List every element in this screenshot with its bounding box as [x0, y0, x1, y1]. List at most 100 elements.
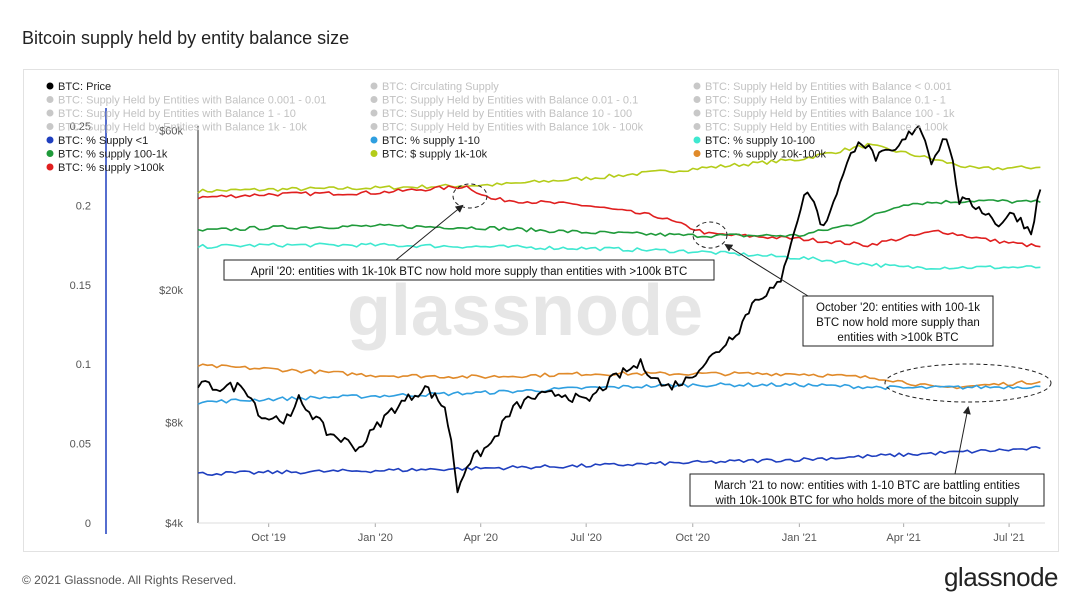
legend-item[interactable]: BTC: Circulating Supply	[370, 81, 500, 93]
legend-item[interactable]: BTC: % supply 10-100	[693, 135, 816, 147]
arrow-mar21	[954, 406, 971, 475]
legend-item[interactable]: BTC: % supply 100-1k	[46, 149, 168, 161]
legend-dot	[693, 96, 701, 103]
watermark-text: glassnode	[347, 271, 703, 351]
y-left-tick-label: 0.05	[70, 439, 91, 451]
arrow-apr20	[395, 204, 464, 261]
y-price-tick-label: $20k	[159, 285, 183, 297]
y-left-tick-label: 0.25	[70, 121, 91, 133]
highlight-circle-oct20	[692, 221, 728, 249]
legend-label: BTC: Supply Held by Entities with Balanc…	[58, 122, 307, 134]
legend-label: BTC: Supply Held by Entities with Balanc…	[58, 95, 326, 107]
legend-item[interactable]: BTC: % supply 1-10	[370, 135, 480, 147]
annotation-apr20-box	[223, 259, 715, 281]
legend-item[interactable]: BTC: $ supply 1k-10k	[370, 149, 488, 161]
legend-dot	[693, 123, 701, 130]
legend-item[interactable]: BTC: Price	[46, 81, 112, 93]
legend-label: BTC: Price	[58, 81, 111, 93]
series-line-btc-supply-100k	[197, 185, 1041, 248]
legend-dot	[693, 82, 701, 90]
annotation-mar21: March '21 to now: entities with 1-10 BTC…	[689, 473, 1045, 507]
highlight-circle-apr20	[452, 183, 488, 209]
highlight-ellipse-mar21	[884, 363, 1052, 403]
legend-label: BTC: % supply 10-100	[705, 135, 815, 147]
y-price-tick-label: $4k	[165, 518, 183, 530]
legend-dot	[46, 109, 54, 117]
annotation-mar21-box	[689, 473, 1045, 507]
legend-item[interactable]: BTC: Supply Held by Entities with Balanc…	[693, 122, 949, 134]
legend-label: BTC: % supply 100-1k	[58, 149, 168, 161]
legend-item[interactable]: BTC: % supply 10k-100k	[693, 149, 827, 161]
legend-item[interactable]: BTC: % Supply <1	[46, 135, 149, 147]
legend-label: BTC: % supply 10k-100k	[705, 149, 827, 161]
legend-item[interactable]: BTC: Supply Held by Entities with Balanc…	[46, 122, 308, 134]
legend-dot	[46, 82, 54, 90]
legend-dot	[46, 163, 54, 171]
legend-item[interactable]: BTC: Supply Held by Entities with Balanc…	[370, 122, 644, 134]
legend-label: BTC: Supply Held by Entities with Balanc…	[382, 95, 638, 107]
series-line-btc-supply-1-10	[197, 382, 1041, 405]
annotation-mar21-text: with 10k-100k BTC for who holds more of …	[715, 495, 1019, 507]
series-line-btc-supply-1	[197, 446, 1041, 476]
annotation-oct20-box	[802, 295, 994, 347]
y-price-tick-label: $60k	[159, 126, 183, 138]
legend-item[interactable]: BTC: Supply Held by Entities with Balanc…	[693, 108, 955, 120]
annotation-mar21-text: March '21 to now: entities with 1-10 BTC…	[714, 480, 1020, 492]
legend-label: BTC: % Supply <1	[58, 135, 148, 147]
legend-dot	[46, 123, 54, 130]
legend-dot	[693, 136, 701, 144]
y-left-tick-label: 0	[85, 518, 91, 530]
legend-label: BTC: Circulating Supply	[382, 81, 499, 93]
series-line-btc-supply-10-100	[197, 242, 1041, 270]
x-tick-label: Jul '20	[570, 532, 601, 544]
x-tick-label: Oct '20	[676, 532, 711, 544]
legend-item[interactable]: BTC: Supply Held by Entities with Balanc…	[693, 95, 946, 107]
y-left-tick-label: 0.2	[76, 200, 91, 212]
legend-label: BTC: % supply >100k	[58, 162, 165, 174]
legend-label: BTC: Supply Held by Entities with Balanc…	[382, 122, 644, 134]
legend-item[interactable]: BTC: % supply >100k	[46, 162, 165, 174]
y-left-tick-label: 0.15	[70, 280, 91, 292]
x-tick-label: Apr '20	[463, 532, 498, 544]
legend-label: BTC: Supply Held by Entities with Balanc…	[58, 108, 296, 120]
legend-label: BTC: Supply Held by Entities with Balanc…	[705, 81, 952, 93]
annotation-apr20: April '20: entities with 1k-10k BTC now …	[223, 259, 715, 281]
copyright-text: © 2021 Glassnode. All Rights Reserved.	[22, 573, 237, 587]
legend-label: BTC: % supply 1-10	[382, 135, 480, 147]
legend-label: BTC: $ supply 1k-10k	[382, 149, 488, 161]
chart-frame	[23, 69, 1059, 552]
legend-item[interactable]: BTC: Supply Held by Entities with Balanc…	[46, 95, 327, 107]
legend-label: BTC: Supply Held by Entities with Balanc…	[705, 122, 949, 134]
series-line-btc-price	[197, 124, 1042, 494]
legend-label: BTC: Supply Held by Entities with Balanc…	[705, 108, 955, 120]
legend-label: BTC: Supply Held by Entities with Balanc…	[382, 108, 632, 120]
x-tick-label: Oct '19	[251, 532, 286, 544]
arrow-oct20	[724, 243, 809, 297]
annotation-oct20-text: October '20: entities with 100-1k	[816, 302, 980, 314]
series-line-btc-supply-10k-100k	[197, 363, 1041, 390]
legend-item[interactable]: BTC: Supply Held by Entities with Balanc…	[46, 108, 296, 120]
glassnode-logo[interactable]: glassnode	[943, 562, 1059, 592]
legend-item[interactable]: BTC: Supply Held by Entities with Balanc…	[370, 108, 633, 120]
series-line-btc-supply-100-1k	[197, 199, 1041, 239]
series-line-btc-supply-1k-10k	[197, 142, 1041, 194]
y-price-tick-label: $8k	[165, 418, 183, 430]
chart-title: Bitcoin supply held by entity balance si…	[22, 28, 350, 48]
legend-dot	[693, 109, 701, 117]
annotation-apr20-text: April '20: entities with 1k-10k BTC now …	[251, 266, 688, 278]
legend-dot	[370, 123, 378, 130]
legend-dot	[46, 150, 54, 157]
legend-dot	[370, 96, 378, 103]
legend-dot	[370, 109, 378, 117]
legend-dot	[370, 136, 378, 144]
annotation-oct20: October '20: entities with 100-1k BTC now…	[802, 295, 994, 347]
legend-label: BTC: Supply Held by Entities with Balanc…	[705, 95, 946, 107]
legend-item[interactable]: BTC: Supply Held by Entities with Balanc…	[693, 81, 952, 93]
annotation-oct20-text: BTC now hold more supply than	[816, 317, 980, 329]
legend-dot	[46, 136, 54, 144]
legend-dot	[370, 82, 378, 90]
x-tick-label: Jan '20	[358, 532, 393, 544]
legend-item[interactable]: BTC: Supply Held by Entities with Balanc…	[370, 95, 639, 107]
y-left-tick-label: 0.1	[76, 359, 91, 371]
